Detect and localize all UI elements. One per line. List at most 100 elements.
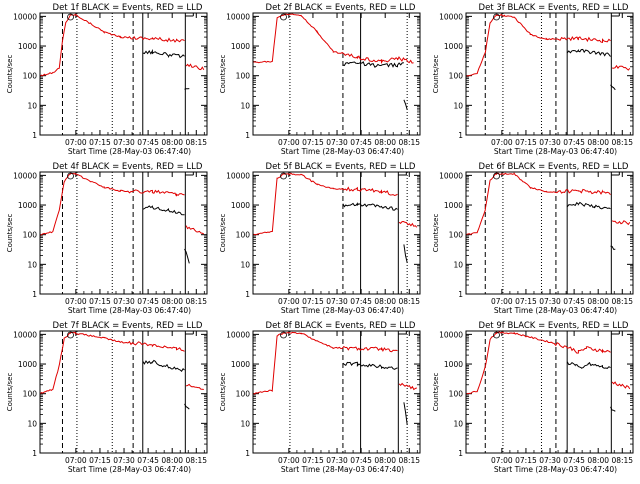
lld-series-line — [466, 331, 611, 395]
lld-series-line — [253, 172, 398, 236]
y-axis-label: Counts/sec — [219, 214, 227, 253]
x-tick-label: 07:30 — [326, 456, 348, 465]
x-tick-label: 07:30 — [113, 138, 135, 147]
markers — [289, 331, 408, 453]
x-tick-label: 07:00 — [491, 297, 513, 306]
x-tick-label: 08:15 — [398, 297, 420, 306]
series-group — [40, 13, 205, 90]
markers — [289, 172, 408, 294]
series-group — [40, 331, 204, 410]
x-tick-label: 08:15 — [398, 456, 420, 465]
x-tick-label: 07:30 — [113, 297, 135, 306]
x-tick-label: 07:30 — [539, 138, 561, 147]
markers — [61, 13, 194, 135]
x-axis-label: Start Time (28-May-03 06:47:40) — [494, 147, 617, 156]
x-tick-label: 07:00 — [278, 138, 300, 147]
x-tick-label: 07:45 — [350, 297, 372, 306]
y-tick-label: 10 — [240, 419, 250, 428]
x-tick-label: 07:45 — [137, 138, 159, 147]
x-tick-label: 08:00 — [161, 297, 183, 306]
y-tick-label: 10000 — [13, 171, 37, 180]
y-tick-label: 100 — [449, 72, 464, 81]
lld-series-line — [40, 331, 185, 395]
x-tick-label: 08:15 — [185, 138, 207, 147]
x-tick-label: 07:15 — [89, 297, 111, 306]
x-axis-label: Start Time (28-May-03 06:47:40) — [68, 147, 191, 156]
y-tick-label: 1 — [32, 290, 37, 299]
x-tick-label: 07:15 — [89, 138, 111, 147]
events-series-line — [184, 248, 190, 264]
lld-series-line — [466, 13, 611, 77]
x-tick-label: 08:15 — [398, 138, 420, 147]
lld-series-line — [253, 13, 414, 65]
y-tick-label: 1000 — [444, 360, 463, 369]
x-tick-label: 07:45 — [563, 297, 585, 306]
lld-series-line — [398, 382, 417, 391]
y-tick-label: 10000 — [439, 171, 463, 180]
chart-title: Det 3f BLACK = Events, RED = LLD — [479, 3, 629, 13]
events-series-line — [142, 359, 185, 372]
chart-title: Det 1f BLACK = Events, RED = LLD — [53, 3, 203, 13]
y-tick-label: 10 — [27, 260, 37, 269]
y-tick-label: 1000 — [18, 201, 37, 210]
chart-panel-3: Det 3f BLACK = Events, RED = LLD Counts/s… — [432, 3, 634, 156]
lld-series-line — [40, 172, 185, 236]
x-tick-label: 07:30 — [539, 456, 561, 465]
lld-series-line — [611, 220, 631, 226]
y-axis-label: Counts/sec — [6, 55, 14, 94]
y-tick-label: 100 — [23, 231, 38, 240]
chart-panel-7: Det 7f BLACK = Events, RED = LLD Counts/s… — [6, 321, 208, 474]
x-tick-label: 07:15 — [515, 456, 537, 465]
events-series-line — [142, 205, 185, 216]
x-tick-label: 07:45 — [350, 456, 372, 465]
chart-panel-8: Det 8f BLACK = Events, RED = LLD Counts/s… — [219, 321, 421, 474]
events-series-line — [142, 48, 185, 59]
y-tick-label: 10000 — [13, 330, 37, 339]
y-tick-label: 100 — [449, 231, 464, 240]
peak-marker — [67, 331, 74, 339]
x-tick-label: 08:15 — [185, 297, 207, 306]
peak-marker — [493, 172, 500, 180]
events-series-line — [342, 361, 398, 370]
y-tick-label: 100 — [449, 390, 464, 399]
x-tick-label: 07:00 — [278, 456, 300, 465]
events-series-line — [566, 361, 611, 369]
y-tick-label: 1000 — [231, 201, 250, 210]
plot-frame — [39, 12, 208, 136]
chart-panel-1: Det 1f BLACK = Events, RED = LLD Counts/s… — [6, 3, 208, 156]
y-tick-label: 10000 — [439, 12, 463, 21]
x-tick-label: 07:30 — [113, 456, 135, 465]
peak-marker — [280, 13, 287, 21]
y-tick-label: 1 — [32, 131, 37, 140]
x-tick-label: 07:45 — [350, 138, 372, 147]
y-axis-label: Counts/sec — [432, 55, 440, 94]
chart-panel-6: Det 6f BLACK = Events, RED = LLD Counts/s… — [432, 162, 634, 315]
events-series-line — [403, 402, 408, 425]
x-axis-label: Start Time (28-May-03 06:47:40) — [68, 306, 191, 315]
x-tick-label: 08:15 — [185, 456, 207, 465]
x-tick-label: 08:00 — [161, 138, 183, 147]
x-tick-label: 08:15 — [611, 297, 633, 306]
y-tick-label: 100 — [236, 231, 251, 240]
events-series-line — [610, 84, 616, 91]
x-tick-label: 07:15 — [302, 456, 324, 465]
series-group — [253, 331, 417, 425]
series-group — [40, 172, 205, 264]
y-tick-label: 10 — [453, 419, 463, 428]
events-series-line — [342, 202, 398, 211]
peak-marker — [493, 13, 500, 21]
peak-marker — [280, 172, 287, 180]
chart-title: Det 2f BLACK = Events, RED = LLD — [266, 3, 416, 13]
x-tick-label: 07:30 — [539, 297, 561, 306]
events-series-line — [184, 403, 190, 410]
plot-frame — [465, 171, 634, 295]
x-tick-label: 07:00 — [491, 138, 513, 147]
markers — [289, 13, 408, 135]
events-series-line — [342, 61, 404, 68]
lld-series-line — [185, 383, 204, 390]
y-tick-label: 1 — [32, 449, 37, 458]
x-tick-label: 08:00 — [587, 297, 609, 306]
x-tick-label: 07:30 — [326, 297, 348, 306]
